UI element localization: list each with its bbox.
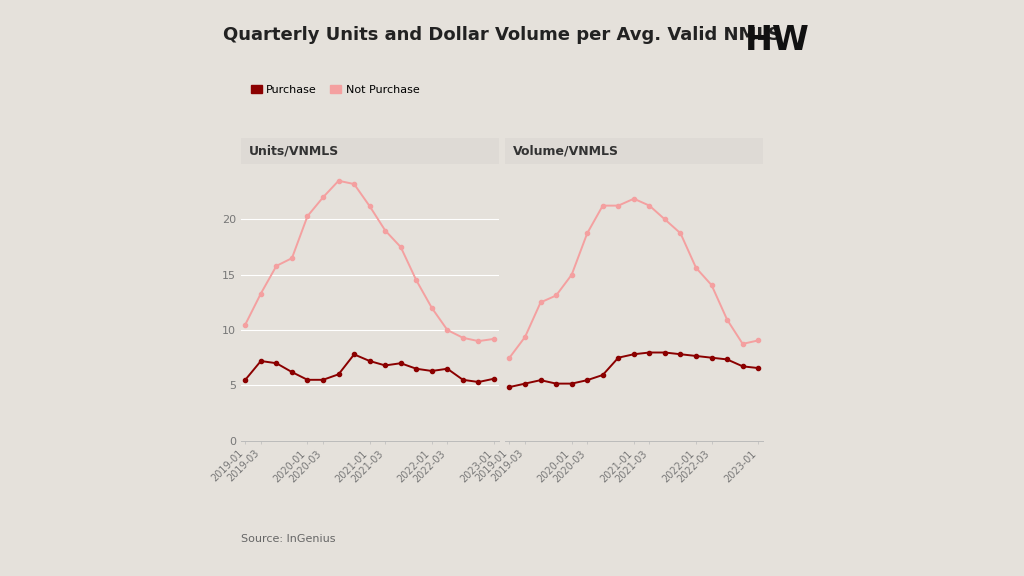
- Text: Quarterly Units and Dollar Volume per Avg. Valid NMLS: Quarterly Units and Dollar Volume per Av…: [223, 26, 780, 44]
- Text: HW: HW: [744, 24, 809, 57]
- Legend: Purchase, Not Purchase: Purchase, Not Purchase: [246, 81, 424, 100]
- Text: Volume/VNMLS: Volume/VNMLS: [513, 145, 620, 158]
- Text: Units/VNMLS: Units/VNMLS: [249, 145, 339, 158]
- Text: Source: InGenius: Source: InGenius: [241, 535, 335, 544]
